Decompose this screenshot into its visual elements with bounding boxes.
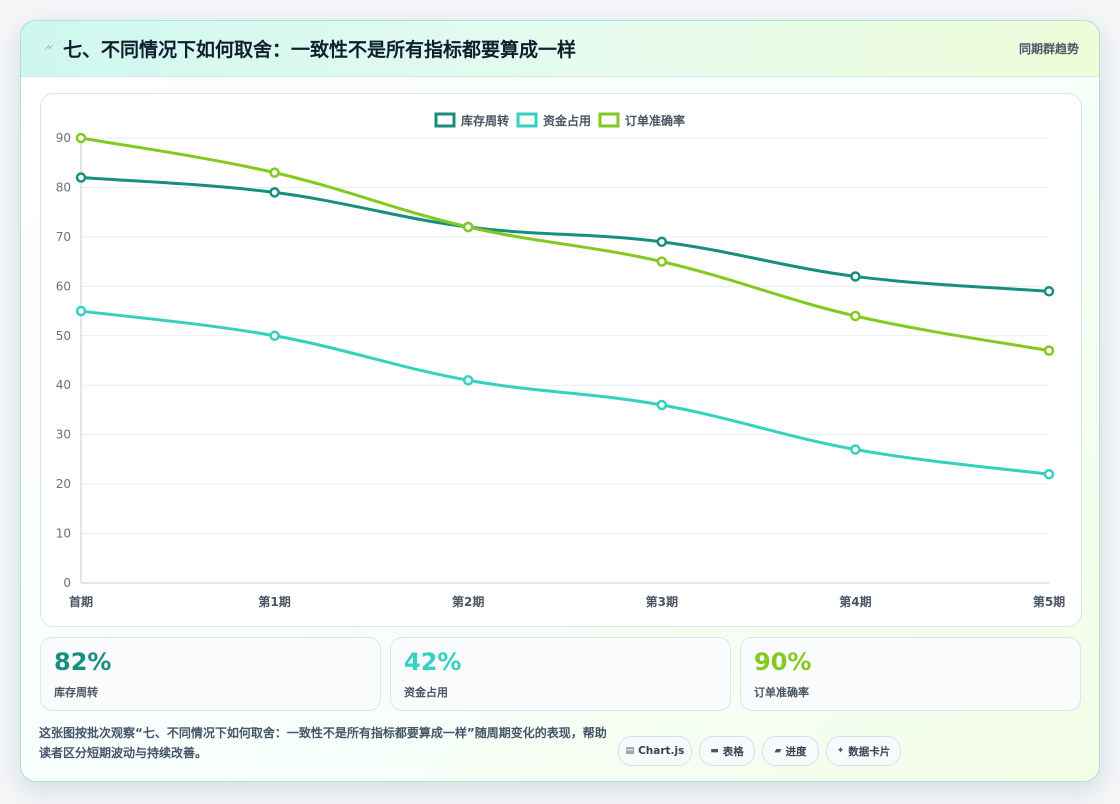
legend-swatch [598,112,620,128]
x-tick-label: 第3期 [646,594,678,609]
progress-icon: ▰ [774,746,782,756]
y-tick-label: 10 [56,527,71,541]
x-tick-label: 第4期 [839,594,871,609]
data-point [1043,468,1055,480]
y-tick-label: 90 [56,131,71,145]
data-point [656,236,668,248]
y-tick-label: 30 [56,428,71,442]
y-tick-label: 20 [56,477,71,491]
legend-swatch [516,112,538,128]
x-tick-label: 第5期 [1033,594,1065,609]
kpi-value: 90% [754,648,812,676]
series-line [79,136,1051,353]
data-point [656,399,668,411]
data-point [1043,345,1055,356]
data-point [656,256,668,267]
data-point [269,187,280,198]
data-point [850,444,861,455]
kpi-value: 82% [54,648,112,676]
kpi-label: 库存周转 [54,686,98,699]
kpi-card-inventory-turnover: 82% 库存周转 [40,637,381,711]
series-line [79,309,1051,476]
kpi-label: 订单准确率 [754,686,809,699]
data-point [269,167,280,178]
chart-description: 这张图按批次观察“七、不同情况下如何取舍：一致性不是所有指标都要算成一样”随周期… [39,726,607,760]
y-tick-label: 70 [56,230,71,244]
y-tick-label: 0 [63,576,71,590]
legend-label: 资金占用 [543,113,591,128]
dashboard-card: 七、不同情况下如何取舍：一致性不是所有指标都要算成一样 同期群趋势 0 10 20 3… [20,20,1100,782]
chart-svg: 0 10 20 30 40 50 60 70 80 90 首期 第1期 第2期 第3期 第4期 第5期 库存周转… [56,112,1065,609]
data-point [462,221,474,233]
lightning-icon [44,44,54,51]
chip-progress[interactable]: ▰ 进度 [762,736,819,766]
data-point [1043,286,1055,297]
chip-chartjs[interactable]: ▤ Chart.js [618,736,692,766]
page-title: 七、不同情况下如何取舍：一致性不是所有指标都要算成一样 [63,39,577,61]
series-line [79,176,1051,293]
chip-label: 数据卡片 [848,745,891,758]
chip-table[interactable]: ▬ 表格 [699,736,755,766]
data-point [269,330,280,342]
y-tick-label: 60 [56,279,71,293]
data-point [462,375,474,386]
kpi-card-capital-usage: 42% 资金占用 [390,637,731,711]
data-card-icon: ✦ [836,746,845,756]
y-tick-label: 50 [56,329,71,343]
table-icon: ▬ [710,746,719,756]
x-tick-label: 首期 [69,594,93,609]
line-chart: 0 10 20 30 40 50 60 70 80 90 首期 第1期 第2期 第3期 第4期 第5期 库存周转… [40,93,1082,627]
legend-swatch [434,112,456,128]
y-tick-label: 80 [56,180,71,194]
chip-label: 进度 [785,745,807,758]
legend-label: 库存周转 [461,113,509,128]
kpi-value: 42% [404,648,462,676]
cohort-trend-link[interactable]: 同期群趋势 [1018,42,1079,56]
legend-label: 订单准确率 [625,113,685,128]
kpi-card-order-accuracy: 90% 订单准确率 [740,637,1081,711]
chip-label: 表格 [722,745,744,758]
chip-data-card[interactable]: ✦ 数据卡片 [826,736,901,766]
card-header: 七、不同情况下如何取舍：一致性不是所有指标都要算成一样 同期群趋势 [21,21,1099,77]
chip-label: Chart.js [638,745,685,757]
data-point [75,172,87,183]
data-point [850,310,861,322]
y-tick-label: 40 [56,378,71,392]
x-tick-label: 第2期 [452,594,484,609]
data-point [850,271,861,282]
data-point [75,132,87,144]
chart-icon: ▤ [625,746,635,756]
data-point [75,305,87,317]
kpi-label: 资金占用 [404,686,448,699]
x-tick-label: 第1期 [258,594,290,609]
